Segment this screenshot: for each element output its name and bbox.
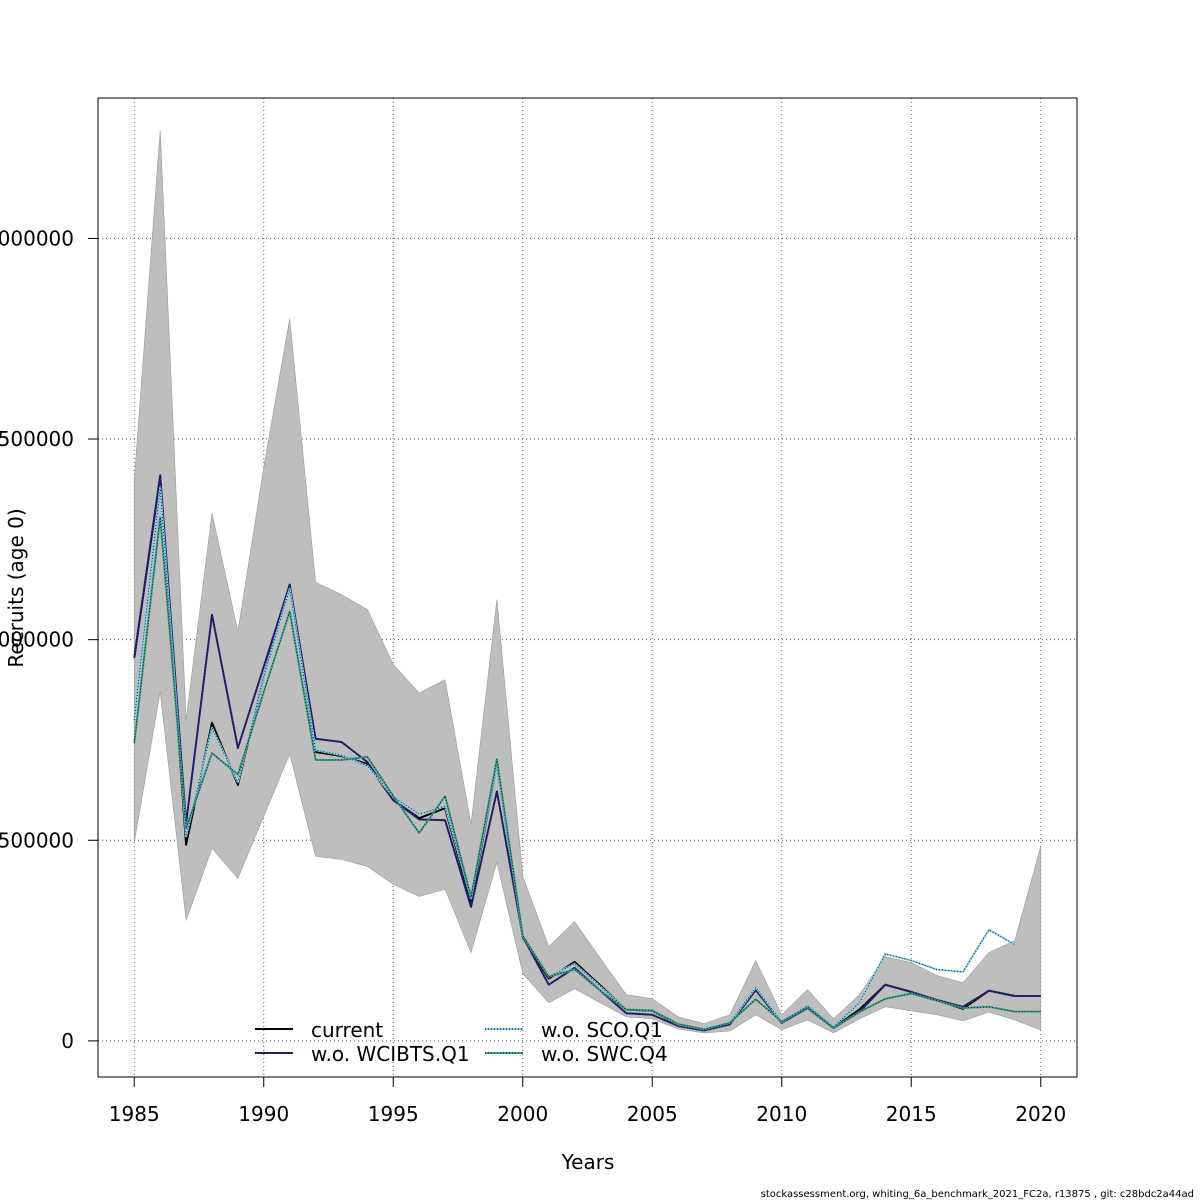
x-tick-label-2010: 2010 <box>756 1102 807 1126</box>
y-tick-label-0: 0 <box>61 1029 74 1053</box>
series-dots-w-o-wcibts-q1 <box>133 475 1041 1031</box>
y-tick-label-1000000: 1000000 <box>0 628 74 652</box>
y-tick-label-500000: 500000 <box>0 828 74 852</box>
y-axis: 0 500000 1000000 1500000 2000000 <box>0 226 98 1053</box>
x-tick-label-2015: 2015 <box>886 1102 937 1126</box>
x-tick-label-2020: 2020 <box>1015 1102 1066 1126</box>
legend-item-sco: w.o. SCO.Q1 <box>485 1018 663 1042</box>
y-tick-label-2000000: 2000000 <box>0 226 74 250</box>
legend-item-current: current <box>255 1018 383 1042</box>
legend-label-swc: w.o. SWC.Q4 <box>541 1042 668 1066</box>
y-tick-label-1500000: 1500000 <box>0 427 74 451</box>
footer-credit: stockassessment.org, whiting_6a_benchmar… <box>761 1189 1194 1200</box>
legend-item-wcibts: w.o. WCIBTS.Q1 <box>255 1042 470 1066</box>
confidence-band <box>134 130 1041 1034</box>
x-tick-label-1995: 1995 <box>368 1102 419 1126</box>
series-dots-w-o-sco-q1 <box>133 487 1015 1030</box>
series-lines <box>133 474 1041 1032</box>
legend-label-current: current <box>311 1018 383 1042</box>
series-dots-w-o-swc-q4 <box>133 517 1041 1030</box>
x-axis-title: Years <box>561 1150 615 1174</box>
x-tick-label-1985: 1985 <box>109 1102 160 1126</box>
legend-label-sco: w.o. SCO.Q1 <box>541 1018 663 1042</box>
x-tick-label-2005: 2005 <box>627 1102 678 1126</box>
x-axis: 1985 1990 1995 2000 2005 2010 2015 2020 <box>109 1076 1066 1126</box>
x-tick-label-1990: 1990 <box>238 1102 289 1126</box>
legend-item-swc: w.o. SWC.Q4 <box>485 1042 668 1066</box>
y-axis-title: Recruits (age 0) <box>4 508 28 667</box>
legend-label-wcibts: w.o. WCIBTS.Q1 <box>311 1042 470 1066</box>
legend: current w.o. WCIBTS.Q1 w.o. SCO.Q1 w.o. … <box>255 1018 668 1066</box>
x-tick-label-2000: 2000 <box>497 1102 548 1126</box>
